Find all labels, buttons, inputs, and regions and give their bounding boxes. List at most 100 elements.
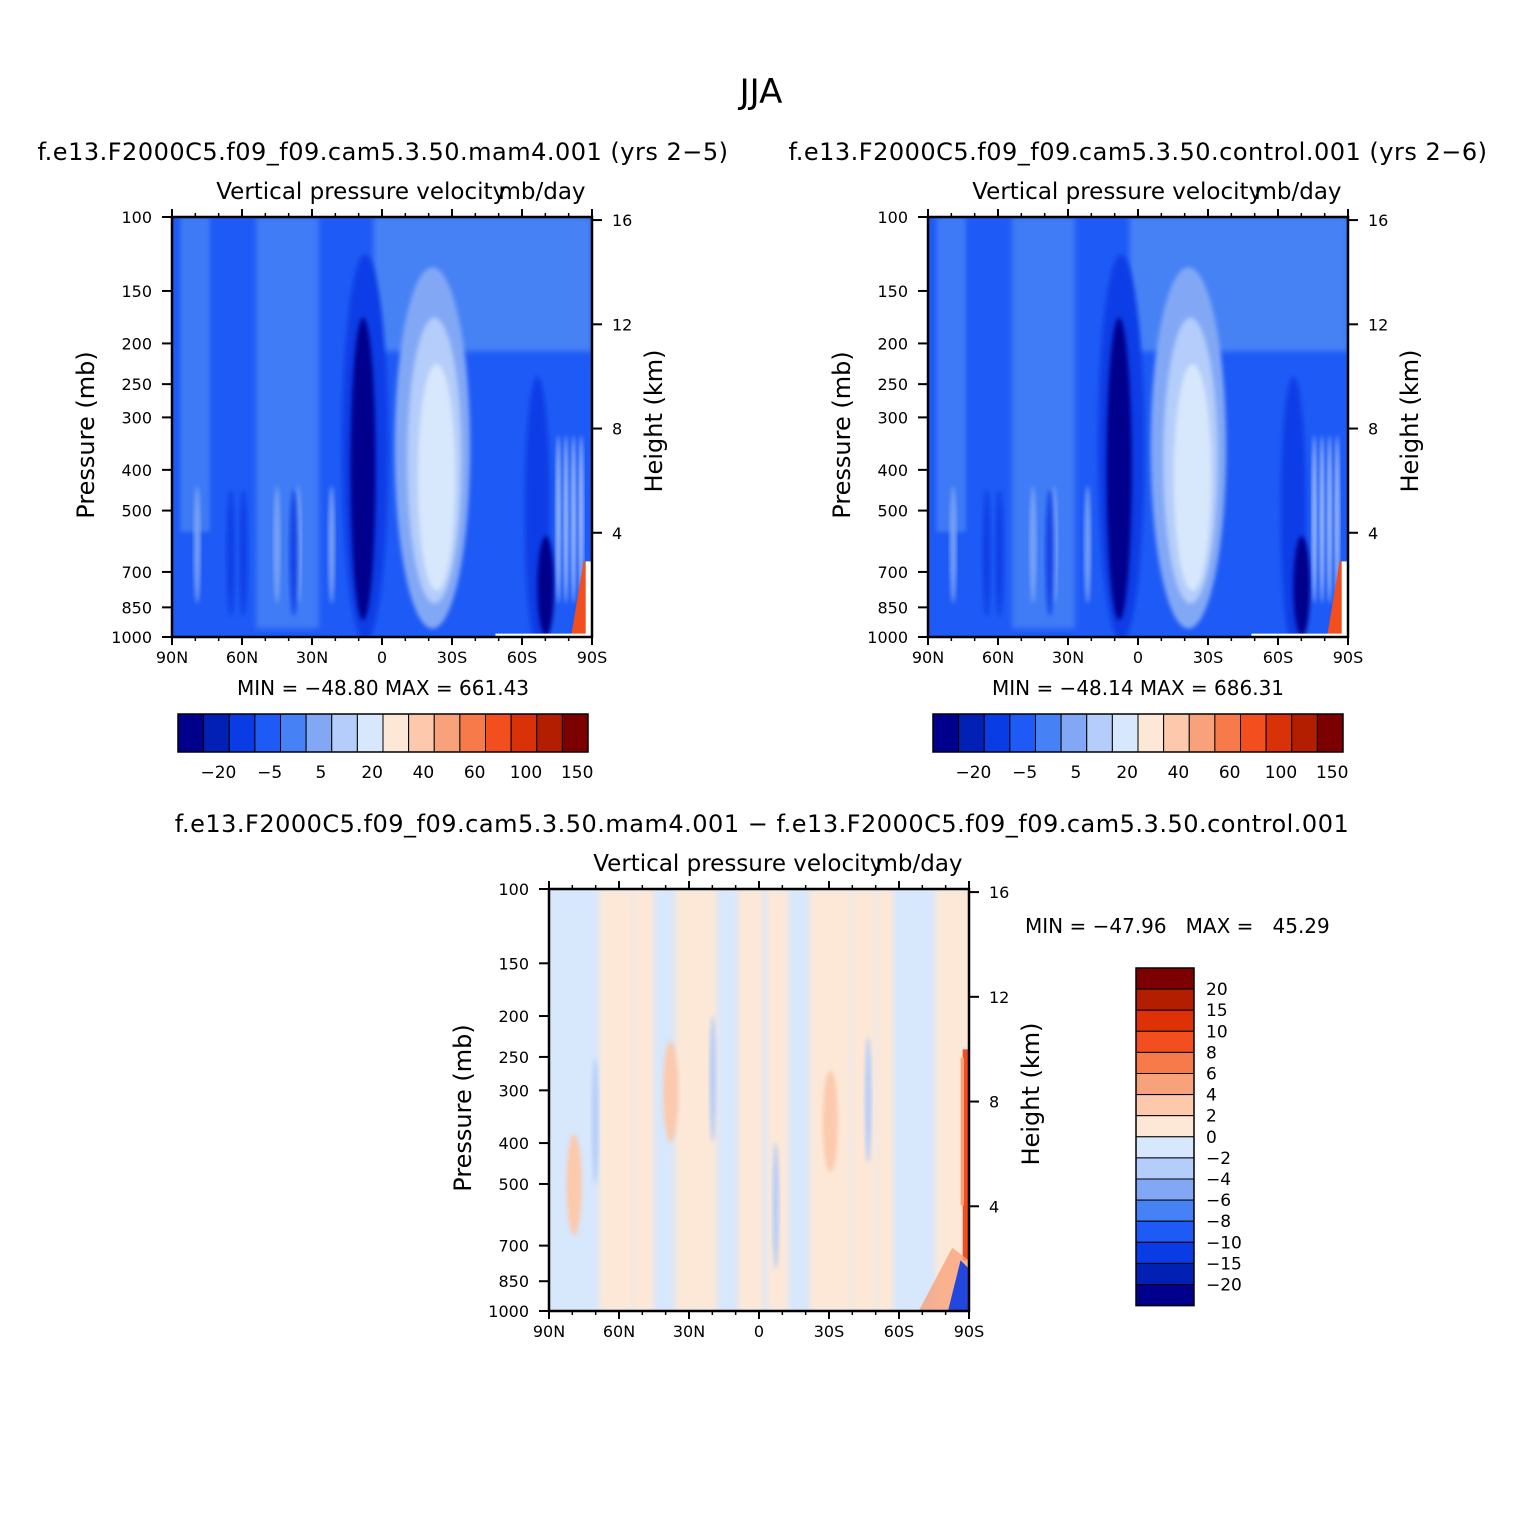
- colorbar-box: [1060, 713, 1088, 753]
- colorbar-box: [1135, 1115, 1195, 1138]
- figure-title: JJA: [739, 72, 783, 112]
- colorbar-label: 60: [464, 763, 486, 783]
- panel2-stats: MIN = −48.14 MAX = 686.31: [991, 676, 1285, 700]
- colorbar-box: [1009, 713, 1036, 753]
- field-streak: [555, 435, 561, 604]
- y-tick-label: 1000: [488, 1302, 529, 1321]
- y-tick-label: 250: [498, 1048, 529, 1067]
- colorbar-box: [510, 713, 538, 753]
- y-right-axis-label: Height (km): [1017, 1023, 1045, 1166]
- y-right-tick-label: 8: [612, 420, 622, 439]
- field-streak: [982, 490, 991, 616]
- y-tick-label: 200: [877, 334, 908, 353]
- colorbar-label: −5: [257, 763, 282, 783]
- colorbar-box: [280, 713, 307, 753]
- y-tick-label: 850: [121, 598, 152, 617]
- y-tick-label: 250: [121, 375, 152, 394]
- y-tick-label: 100: [121, 208, 152, 227]
- colorbar-box: [983, 713, 1011, 753]
- contour-field: [172, 217, 592, 637]
- colorbar-box: [459, 713, 486, 753]
- y-tick-label: 150: [498, 954, 529, 973]
- field-band-polar: [936, 217, 966, 532]
- y-tick-label: 400: [498, 1134, 529, 1153]
- colorbar-label: −20: [955, 763, 991, 783]
- colorbar-box: [958, 713, 985, 753]
- field-streak: [1045, 490, 1055, 616]
- colorbar-box: [1135, 988, 1195, 1011]
- y-tick-label: 700: [877, 563, 908, 582]
- field-streak: [273, 485, 281, 604]
- x-tick-label: 0: [754, 1322, 764, 1341]
- colorbar-box: [203, 713, 230, 753]
- colorbar-box: [228, 713, 256, 753]
- colorbar-label: 20: [1206, 980, 1228, 1000]
- colorbar-box: [1111, 713, 1139, 753]
- colorbar-box: [1135, 1136, 1195, 1159]
- y-right-tick-label: 8: [989, 1093, 999, 1112]
- field-streak: [1084, 485, 1091, 604]
- colorbar-box: [1035, 713, 1062, 753]
- colorbar-label: −20: [200, 763, 236, 783]
- y-tick-label: 150: [121, 282, 152, 301]
- y-right-axis-label: Height (km): [1396, 350, 1424, 493]
- field-edge-positive: [962, 1049, 969, 1261]
- y-tick-label: 100: [877, 208, 908, 227]
- field-positive-band: [599, 889, 633, 1311]
- field-streak: [995, 490, 1004, 616]
- colorbar-label: 10: [1206, 1022, 1228, 1042]
- colorbar-label: −2: [1206, 1149, 1231, 1169]
- field-streak: [193, 485, 201, 604]
- colorbar-box: [1188, 713, 1216, 753]
- x-tick-label: 30N: [1052, 648, 1084, 667]
- colorbar-box: [1137, 713, 1165, 753]
- y-right-tick-label: 8: [1368, 420, 1378, 439]
- colorbar-box: [1135, 1220, 1195, 1243]
- colorbar-label: 60: [1219, 763, 1241, 783]
- field-negative-streak: [591, 1057, 599, 1185]
- colorbar-box: [1316, 713, 1344, 753]
- x-tick-label: 90S: [577, 648, 608, 667]
- colorbar-label: 150: [1316, 763, 1348, 783]
- colorbar-label: −4: [1206, 1170, 1231, 1190]
- colorbar-box: [1135, 1199, 1195, 1222]
- colorbar-box: [1135, 1094, 1195, 1117]
- colorbar-label: −20: [1206, 1276, 1242, 1296]
- colorbar-box: [254, 713, 281, 753]
- field-streak: [239, 490, 248, 616]
- x-tick-label: 30N: [673, 1322, 705, 1341]
- colorbar-box: [305, 713, 333, 753]
- field-subsidence-core: [1173, 364, 1212, 591]
- field-streak: [1319, 435, 1325, 604]
- field-southern-core: [1293, 536, 1311, 637]
- y-tick-label: 850: [498, 1272, 529, 1291]
- x-tick-label: 90S: [1333, 648, 1364, 667]
- colorbar-label: 100: [510, 763, 542, 783]
- field-positive-band: [935, 889, 969, 1311]
- colorbar-box: [1135, 1262, 1195, 1286]
- colorbar-box: [1214, 713, 1241, 753]
- field-streak: [328, 485, 335, 604]
- colorbar-panel-1: −20 −5 5 20 40 60 100 150: [177, 713, 593, 783]
- field-streak: [1029, 485, 1037, 604]
- y-tick-label: 300: [121, 408, 152, 427]
- y-axis-label: Pressure (mb): [72, 351, 100, 518]
- colorbar-box: [331, 713, 358, 753]
- field-southern-core: [537, 536, 555, 637]
- field-positive-core: [663, 1040, 679, 1143]
- colorbar-label: −15: [1206, 1254, 1242, 1274]
- colorbar-label: 5: [316, 763, 327, 783]
- colorbar-box: [561, 713, 589, 753]
- colorbar-box: [1135, 1030, 1195, 1053]
- y-axis-label: Pressure (mb): [449, 1024, 477, 1191]
- colorbar-box: [932, 713, 960, 753]
- field-streak: [289, 490, 298, 616]
- variable-label: Vertical pressure velocity: [593, 851, 883, 877]
- colorbar-label: 0: [1206, 1128, 1217, 1148]
- field-positive-core: [822, 1070, 838, 1172]
- x-tick-label: 30S: [814, 1322, 845, 1341]
- field-positive-band: [738, 889, 764, 1311]
- units-label: mb/day: [1254, 179, 1341, 205]
- colorbar-label: 2: [1206, 1107, 1217, 1127]
